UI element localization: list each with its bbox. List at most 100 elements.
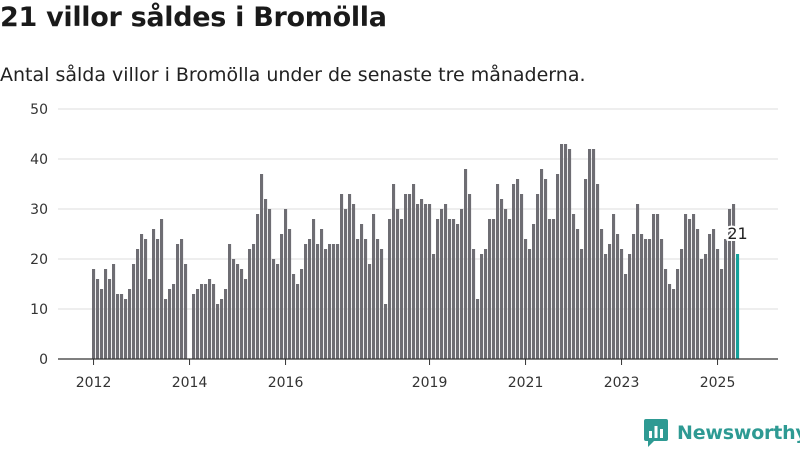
x-tick-label: 2012 <box>76 375 112 391</box>
bar <box>636 204 640 359</box>
bar <box>120 294 124 359</box>
bar <box>548 219 552 359</box>
bar <box>516 179 520 359</box>
bar <box>296 284 300 359</box>
bar <box>356 239 360 359</box>
bar <box>648 239 652 359</box>
bar <box>540 169 544 359</box>
bar <box>532 224 536 359</box>
bar-highlight <box>736 254 740 359</box>
bar <box>216 304 220 359</box>
bar <box>556 174 560 359</box>
bar <box>248 249 252 359</box>
bar <box>724 239 728 359</box>
bar <box>468 194 472 359</box>
bar <box>388 219 392 359</box>
bar <box>412 184 416 359</box>
y-tick-label: 40 <box>30 152 48 168</box>
bar <box>260 174 264 359</box>
bar <box>528 249 532 359</box>
x-tick-label: 2016 <box>268 375 304 391</box>
bar <box>640 234 644 359</box>
bar <box>432 254 436 359</box>
bar <box>460 209 464 359</box>
bar <box>680 249 684 359</box>
bar <box>288 229 292 359</box>
bar <box>416 204 420 359</box>
bar <box>644 239 648 359</box>
bar <box>444 204 448 359</box>
bar <box>668 284 672 359</box>
bar <box>316 244 320 359</box>
bar <box>592 149 596 359</box>
bar <box>612 214 616 359</box>
y-tick-label: 50 <box>30 102 48 118</box>
bar <box>424 204 428 359</box>
bar <box>688 219 692 359</box>
tick-labels: 0 10 20 30 40 50 2012 2014 2016 2019 2021 2023 2025 2… <box>30 102 750 391</box>
bar <box>676 269 680 359</box>
x-tick-label: 2023 <box>604 375 640 391</box>
bar <box>400 219 404 359</box>
bar <box>472 249 476 359</box>
bar <box>352 204 356 359</box>
bar <box>132 264 136 359</box>
bar <box>312 219 316 359</box>
bar <box>244 279 248 359</box>
y-tick-label: 20 <box>30 252 48 268</box>
bar <box>240 269 244 359</box>
y-tick-label: 10 <box>30 302 48 318</box>
y-tick-label: 30 <box>30 202 48 218</box>
bar <box>252 244 256 359</box>
bar <box>372 214 376 359</box>
bar <box>148 279 152 359</box>
bar <box>396 209 400 359</box>
bar <box>232 259 236 359</box>
bar <box>524 239 528 359</box>
bar <box>112 264 116 359</box>
bar <box>732 204 736 359</box>
bar <box>500 199 504 359</box>
bar <box>456 224 460 359</box>
bar <box>716 249 720 359</box>
bar <box>712 229 716 359</box>
chart-subtitle: Antal sålda villor i Bromölla under de s… <box>0 64 586 86</box>
bar <box>256 214 260 359</box>
axes <box>58 358 778 365</box>
bar <box>600 229 604 359</box>
bar <box>660 239 664 359</box>
bars <box>92 144 740 359</box>
newsworthy-logo-icon <box>644 419 668 447</box>
bar <box>464 169 468 359</box>
bar <box>104 269 108 359</box>
bar <box>580 249 584 359</box>
bar <box>508 219 512 359</box>
bar <box>300 269 304 359</box>
bar <box>488 219 492 359</box>
bar <box>212 284 216 359</box>
bar <box>220 299 224 359</box>
bar <box>628 254 632 359</box>
chart-title: 21 villor såldes i Bromölla <box>0 2 387 33</box>
bar <box>164 299 168 359</box>
bar <box>344 209 348 359</box>
bar <box>568 149 572 359</box>
bar <box>664 269 668 359</box>
bar <box>364 239 368 359</box>
bar <box>708 234 712 359</box>
bar <box>108 279 112 359</box>
bar <box>184 264 188 359</box>
bar <box>276 264 280 359</box>
bar <box>496 184 500 359</box>
bar <box>156 239 160 359</box>
bar <box>368 264 372 359</box>
bar <box>208 279 212 359</box>
bar <box>160 219 164 359</box>
bar <box>632 234 636 359</box>
bar <box>272 259 276 359</box>
bar <box>656 214 660 359</box>
bar <box>672 289 676 359</box>
bar <box>392 184 396 359</box>
bar <box>520 194 524 359</box>
